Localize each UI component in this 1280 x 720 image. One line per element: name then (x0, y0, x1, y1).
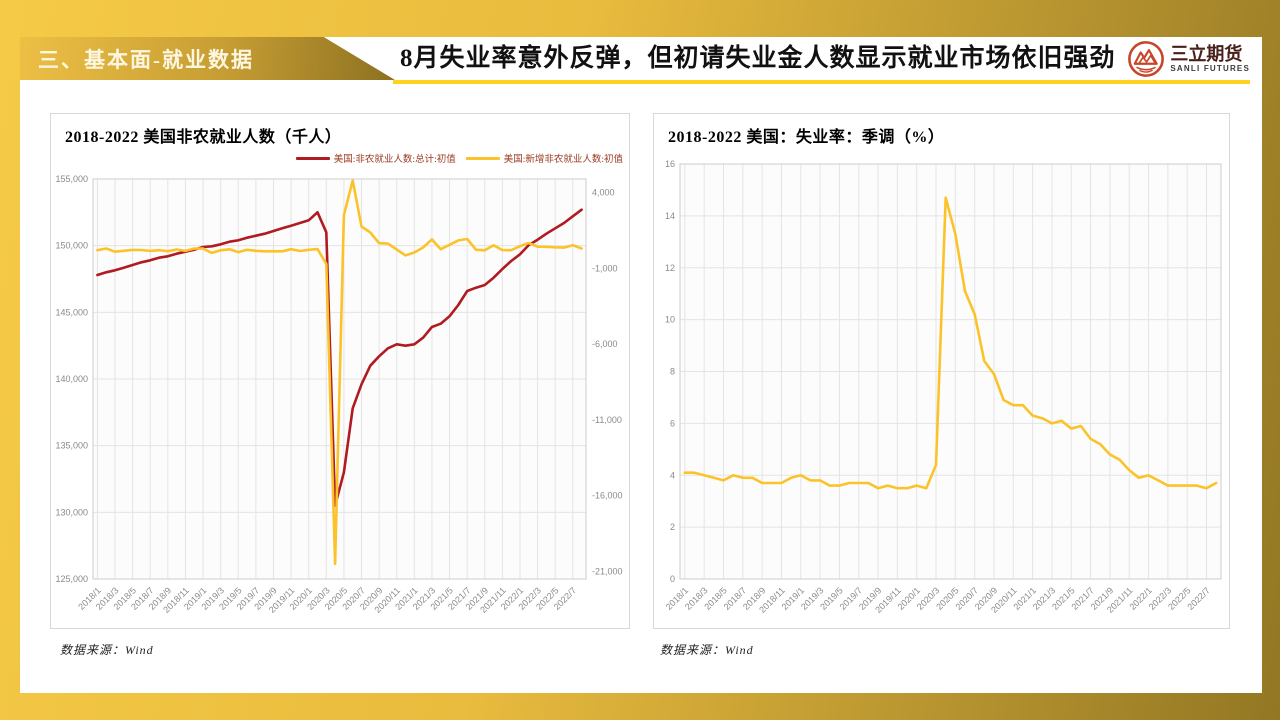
section-banner: 三、基本面-就业数据 (20, 37, 395, 80)
section-label: 三、基本面-就业数据 (38, 47, 254, 72)
svg-text:12: 12 (665, 263, 675, 273)
slide-content-area: 三、基本面-就业数据 8月失业率意外反弹，但初请失业金人数显示就业市场依旧强劲 … (20, 37, 1262, 693)
chart-title-nonfarm: 2018-2022 美国非农就业人数（千人） (65, 129, 342, 146)
chart-title-unemployment: 2018-2022 美国：失业率：季调（%） (668, 129, 945, 146)
svg-text:16: 16 (665, 159, 675, 169)
company-logo: 三立期货 SANLI FUTURES (1127, 40, 1250, 78)
svg-text:10: 10 (665, 315, 675, 325)
svg-text:-11,000: -11,000 (592, 415, 622, 425)
svg-text:125,000: 125,000 (55, 574, 88, 584)
svg-text:0: 0 (670, 574, 675, 584)
svg-text:-1,000: -1,000 (592, 263, 618, 273)
legend: 美国:非农就业人数:总计:初值 美国:新增非农就业人数:初值 (295, 151, 623, 165)
legend-item-new: 美国:新增非农就业人数:初值 (465, 151, 623, 165)
svg-text:2: 2 (670, 522, 675, 532)
svg-text:155,000: 155,000 (55, 174, 88, 184)
svg-text:150,000: 150,000 (55, 241, 88, 251)
unemployment-rate-chart: 02468101214162018/12018/32018/52018/7201… (664, 159, 1222, 615)
legend-label: 美国:非农就业人数:总计:初值 (333, 155, 456, 165)
data-source-right: 数据来源：Wind (660, 643, 754, 657)
legend-swatch-yellow-line (465, 156, 500, 160)
nonfarm-employment-chart: 125,000 130,000 135,000 140,000 145,000 150,0… (55, 174, 623, 615)
logo-mountain-icon (1128, 41, 1165, 77)
header-underline (393, 80, 1250, 84)
unemployment-rate-panel: 0 2 4 6 8 10 12 14 16 2018/1 2018/3 2018/5 2018/7 201… (653, 113, 1230, 629)
nonfarm-employment-panel: 125,000 130,000 135,000 140,000 145,000 150,0… (50, 113, 630, 629)
svg-text:145,000: 145,000 (55, 307, 88, 317)
svg-text:6: 6 (670, 418, 675, 428)
svg-text:4,000: 4,000 (592, 188, 615, 198)
svg-text:8: 8 (670, 367, 675, 377)
svg-text:14: 14 (665, 211, 675, 221)
header: 三、基本面-就业数据 8月失业率意外反弹，但初请失业金人数显示就业市场依旧强劲 … (20, 37, 1262, 84)
svg-text:130,000: 130,000 (55, 507, 88, 517)
logo-subtitle: SANLI FUTURES (1170, 63, 1250, 73)
data-source-left: 数据来源：Wind (60, 643, 154, 657)
svg-text:-16,000: -16,000 (592, 491, 623, 501)
logo-name: 三立期货 (1170, 43, 1243, 64)
svg-text:135,000: 135,000 (55, 441, 88, 451)
legend-item-total: 美国:非农就业人数:总计:初值 (295, 151, 456, 165)
svg-text:4: 4 (670, 470, 675, 480)
legend-label: 美国:新增非农就业人数:初值 (503, 155, 623, 165)
svg-text:-6,000: -6,000 (592, 339, 618, 349)
svg-text:-21,000: -21,000 (592, 566, 623, 576)
legend-swatch-red-line (295, 156, 330, 160)
svg-text:140,000: 140,000 (55, 374, 88, 384)
page-title: 8月失业率意外反弹，但初请失业金人数显示就业市场依旧强劲 (400, 45, 1116, 72)
